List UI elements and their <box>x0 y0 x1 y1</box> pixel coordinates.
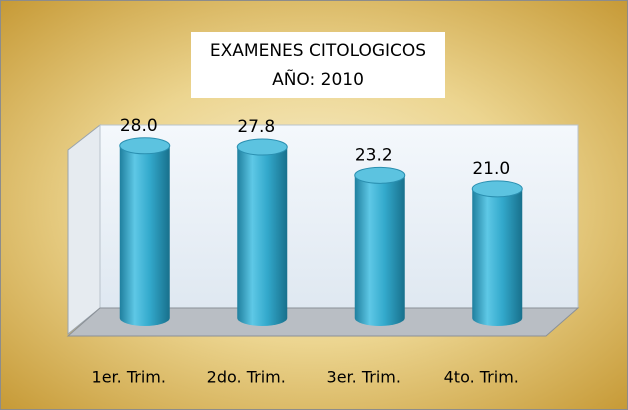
bar <box>472 188 523 326</box>
bar-top <box>236 138 288 156</box>
value-label: 23.2 <box>355 145 393 165</box>
value-label: 28.0 <box>120 116 158 136</box>
value-label: 21.0 <box>472 159 510 179</box>
side-wall <box>67 123 101 336</box>
bar <box>119 145 170 326</box>
floor <box>66 307 580 337</box>
bar-top <box>119 137 171 155</box>
x-tick-label: 1er. Trim. <box>92 368 166 387</box>
x-tick-label: 4to. Trim. <box>444 368 519 387</box>
bar-top <box>471 180 523 198</box>
bar <box>237 147 288 326</box>
chart-title: EXAMENES CITOLOGICOS <box>210 41 426 61</box>
bar-top <box>354 166 406 184</box>
x-tick-label: 2do. Trim. <box>207 368 286 387</box>
value-label: 27.8 <box>237 117 275 137</box>
x-tick-label: 3er. Trim. <box>327 368 401 387</box>
chart-subtitle: AÑO: 2010 <box>272 68 364 90</box>
title-box <box>191 32 445 98</box>
bar <box>354 175 405 326</box>
